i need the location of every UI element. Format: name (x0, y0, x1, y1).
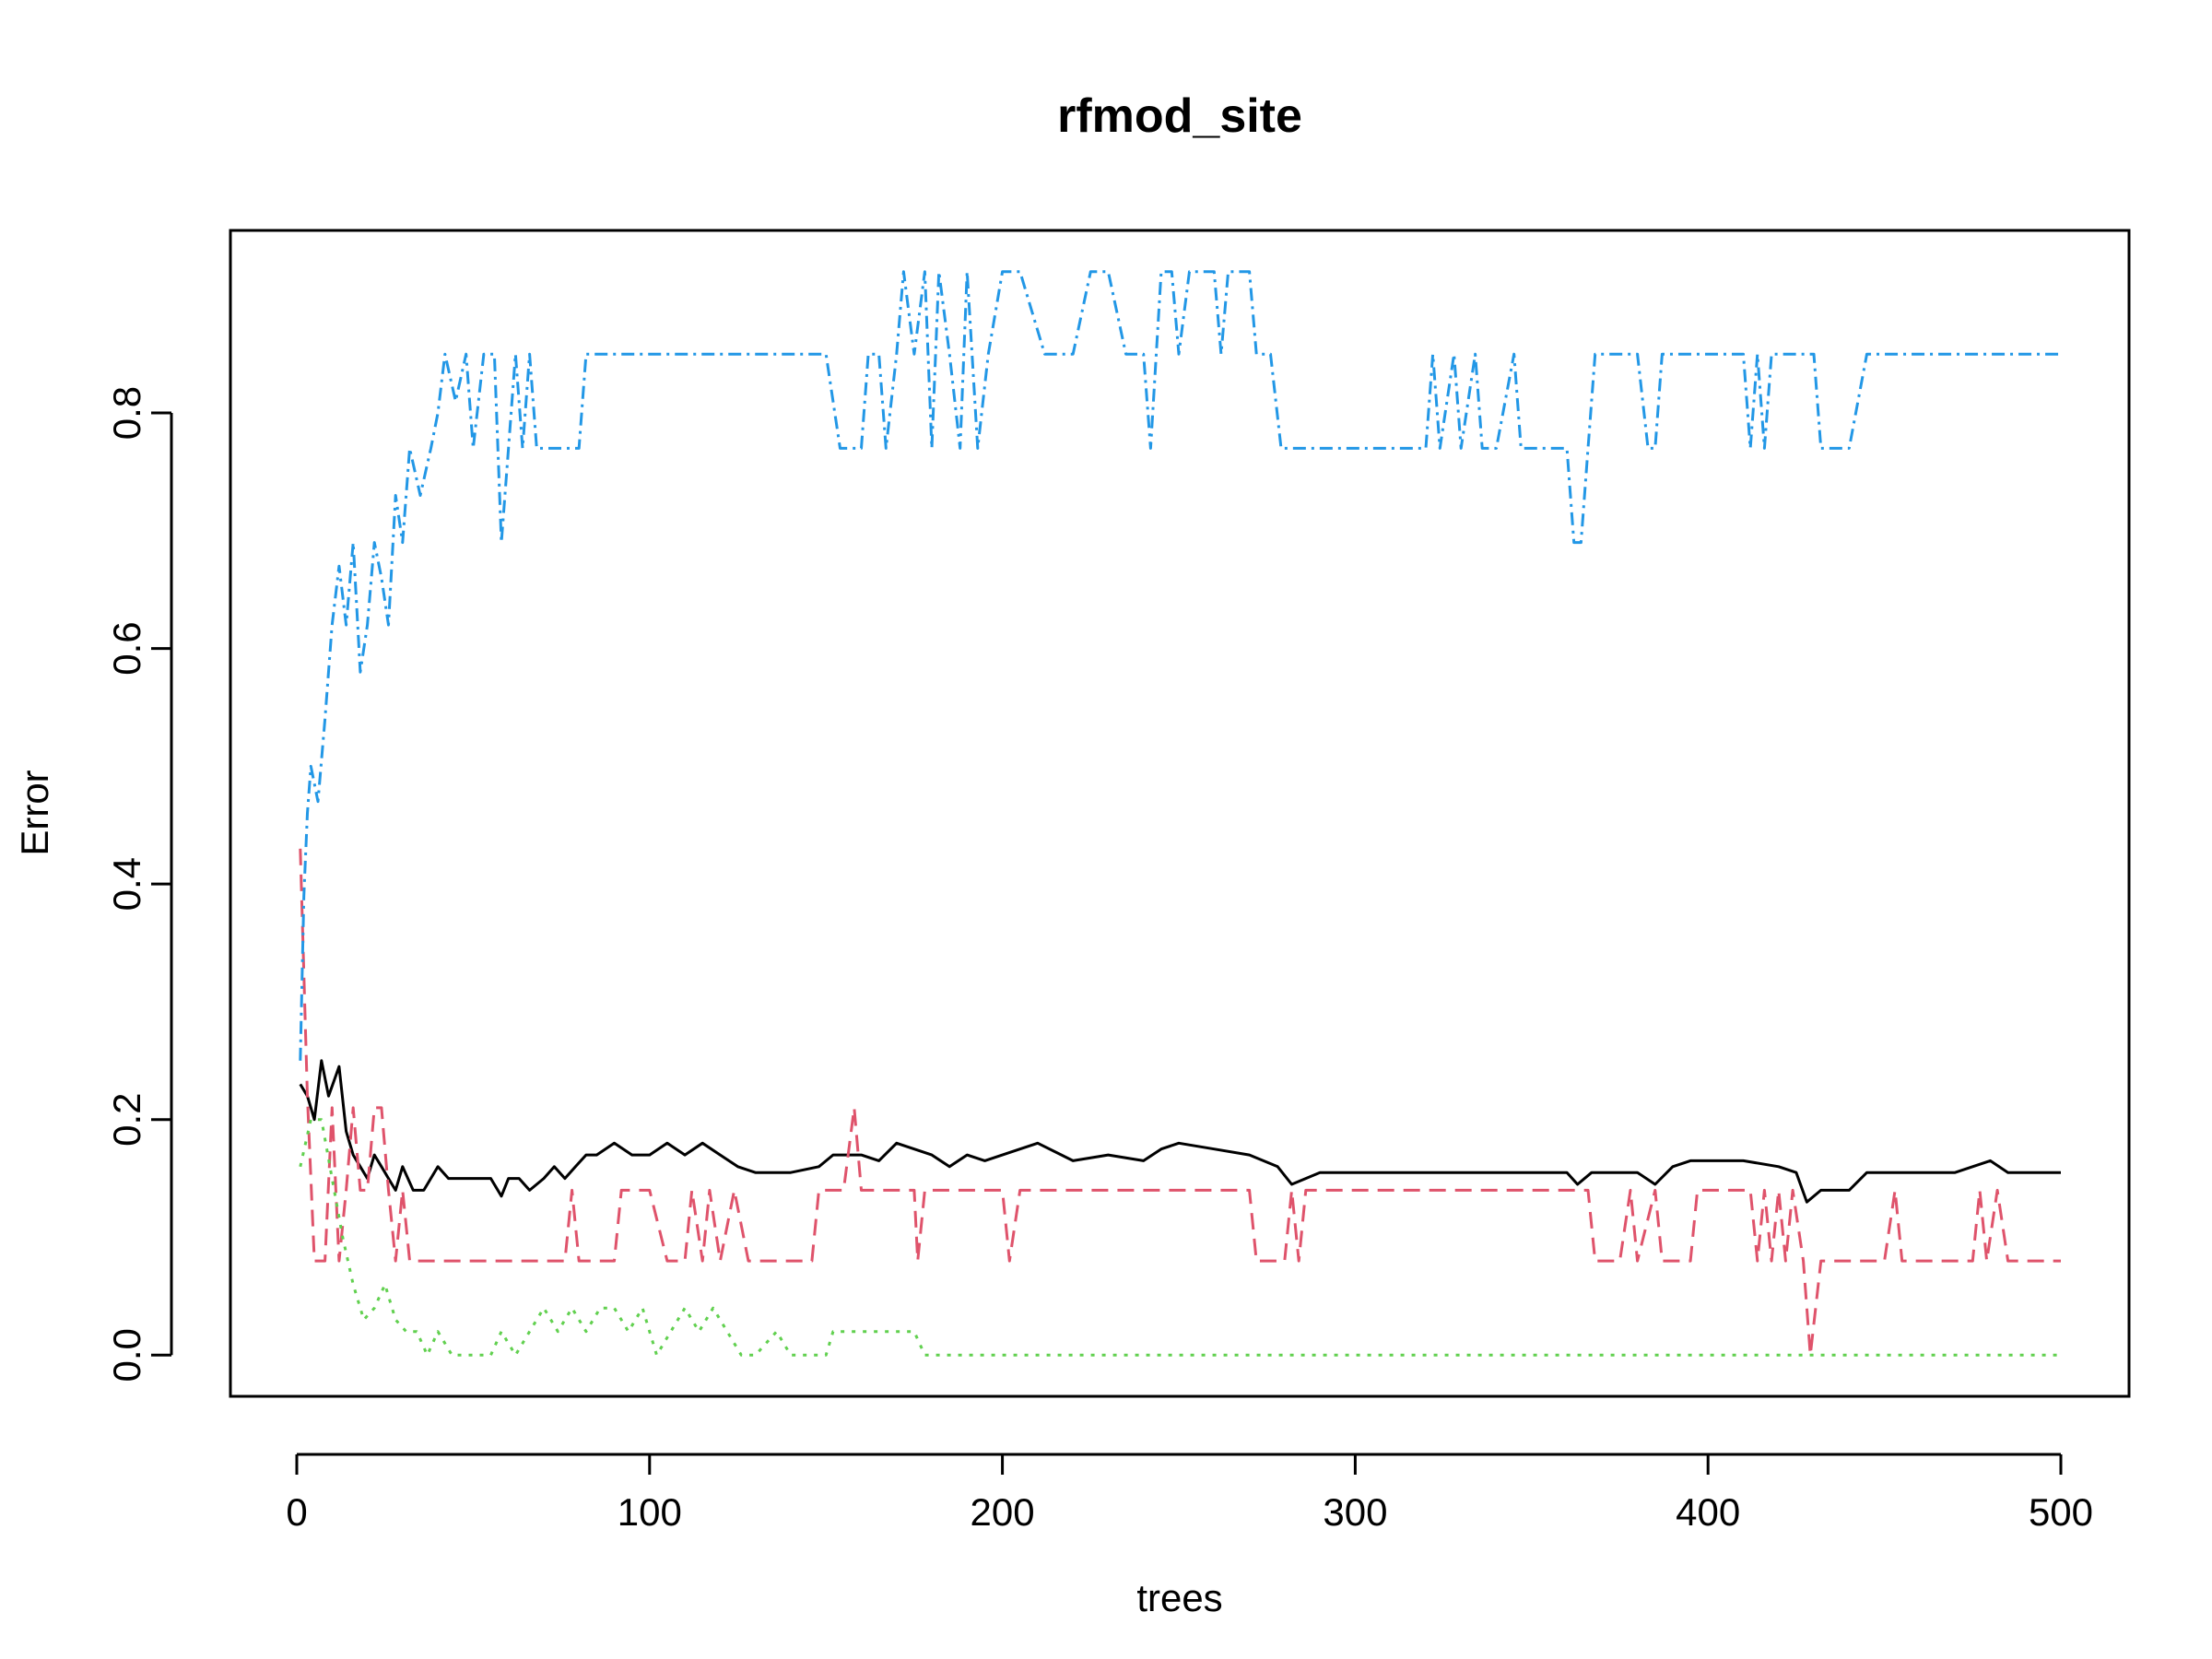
x-tick-label: 300 (1323, 1490, 1387, 1534)
y-tick-label: 0.8 (105, 386, 148, 440)
x-tick-label: 200 (971, 1490, 1035, 1534)
plot-frame (229, 229, 2131, 1398)
series-line-class-2 (299, 1118, 2061, 1357)
x-axis: 0 100 200 300 400 500 (286, 1453, 2093, 1534)
y-axis-label: Error (13, 770, 56, 855)
x-tick-label: 100 (618, 1490, 682, 1534)
y-axis: 0.0 0.2 0.4 0.6 0.8 (105, 386, 173, 1382)
series-line-class-3 (299, 270, 2061, 1061)
y-tick-label: 0.2 (105, 1093, 148, 1147)
x-axis-label: trees (1136, 1576, 1222, 1619)
y-tick-label: 0.0 (105, 1328, 148, 1382)
x-tick-label: 500 (2029, 1490, 2093, 1534)
x-tick-label: 0 (286, 1490, 307, 1534)
series-layer (299, 270, 2061, 1357)
x-tick-label: 400 (1676, 1490, 1740, 1534)
y-tick-label: 0.6 (105, 621, 148, 675)
series-line-class-1 (299, 848, 2061, 1357)
y-tick-label: 0.4 (105, 857, 148, 911)
chart-title: rfmod_site (1057, 89, 1302, 143)
series-line-oob (299, 1059, 2061, 1204)
